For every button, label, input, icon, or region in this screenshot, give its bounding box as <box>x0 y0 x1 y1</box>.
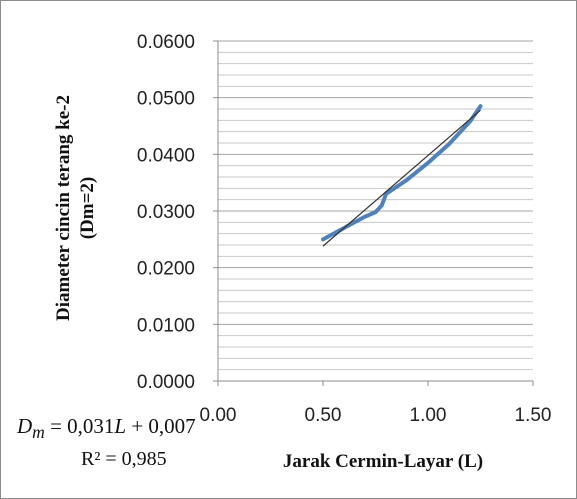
series-line <box>321 104 483 242</box>
x-tick-label: 0.50 <box>305 405 342 426</box>
trendline-equation: Dm = 0,031L + 0,007 <box>17 414 196 443</box>
y-axis-title: Diameter cincin terang ke-2 (Dm=2) <box>53 95 98 321</box>
r-squared-label: R² = 0,985 <box>81 448 167 470</box>
y-tick-label: 0.0400 <box>137 145 195 166</box>
grid-lines <box>218 40 533 382</box>
x-tick-labels: 0.00 0.50 1.00 1.50 <box>200 405 552 426</box>
y-tick-label: 0.0500 <box>137 89 195 110</box>
y-tick-label: 0.0300 <box>137 202 195 223</box>
x-tick-label: 1.00 <box>410 405 447 426</box>
eq-d-sub: m <box>32 422 45 443</box>
x-tick-label: 0.00 <box>200 405 237 426</box>
eq-l: L <box>114 414 127 438</box>
x-axis-title: Jarak Cermin-Layar (L) <box>283 451 483 472</box>
y-tick-label: 0.0200 <box>137 259 195 280</box>
y-axis-title-line2: (Dm=2) <box>77 177 98 240</box>
axes <box>213 40 534 386</box>
eq-d: D <box>17 414 33 438</box>
y-tick-label: 0.0100 <box>137 315 195 336</box>
data-series <box>321 104 483 242</box>
y-tick-labels: 0.0000 0.0100 0.0200 0.0300 0.0400 0.0500 0.06… <box>137 32 195 393</box>
y-axis-title-line1: Diameter cincin terang ke-2 <box>53 95 74 321</box>
eq-mid: = 0,031 <box>44 414 115 438</box>
eq-tail: + 0,007 <box>126 414 196 438</box>
y-tick-label: 0.0000 <box>137 372 195 393</box>
trendline <box>322 109 481 247</box>
trendline-line <box>322 109 481 247</box>
y-tick-label: 0.0600 <box>137 32 195 53</box>
x-tick-label: 1.50 <box>515 405 552 426</box>
